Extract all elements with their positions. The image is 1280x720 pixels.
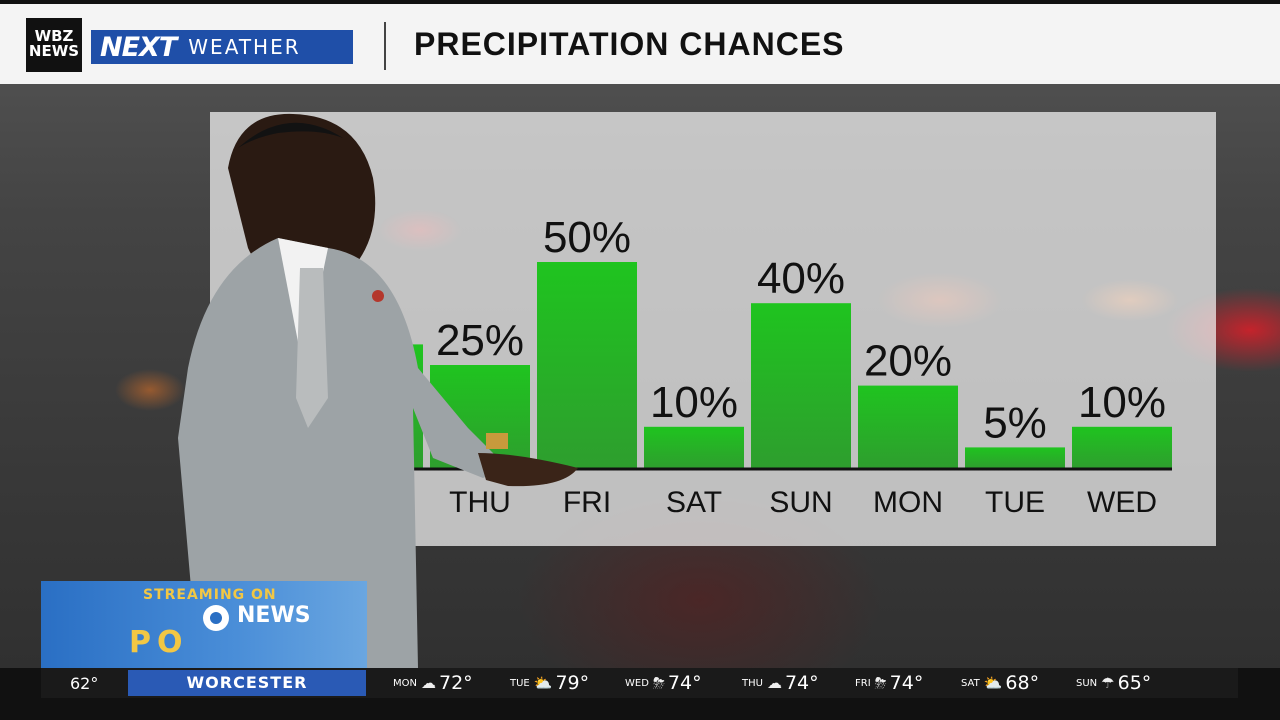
bar-sat (644, 426, 744, 468)
thunderstorm-icon: ⛈ (874, 674, 887, 692)
forecast-tue: TUE ⛅ 79° (510, 669, 589, 697)
wbz-news-logo: WBZ NEWS (26, 18, 82, 72)
promo-line2: NEWS (237, 603, 311, 628)
cloudy-icon: ☁ (766, 674, 782, 692)
logo-line2: NEWS (28, 42, 80, 60)
wind-rain-icon: ☁ (420, 674, 436, 692)
bar-wed (1072, 426, 1172, 468)
forecast-day: MON (393, 677, 417, 689)
data-label: 40% (757, 254, 845, 303)
thunderstorm-icon: ⛈ (652, 674, 665, 692)
logo-line1: WBZ (34, 27, 74, 45)
category-label: FRI (563, 486, 611, 519)
forecast-wed: WED ⛈ 74° (625, 669, 702, 697)
forecast-day: TUE (510, 677, 530, 689)
forecast-day: FRI (855, 677, 871, 689)
forecast-temp: 68° (1005, 672, 1040, 694)
forecast-temp: 74° (784, 672, 819, 694)
cbs-eye-icon (203, 605, 229, 631)
promo-line1: STREAMING ON (143, 587, 277, 603)
bar-fri (537, 262, 637, 468)
promo-line3: PO (129, 625, 189, 660)
bar-tue (965, 447, 1065, 468)
data-label: 10% (1078, 378, 1166, 427)
data-label: 5% (983, 398, 1047, 447)
forecast-mon: MON ☁ 72° (393, 669, 473, 697)
bar-mon (858, 385, 958, 468)
forecast-temp: 74° (667, 672, 702, 694)
data-label: 50% (543, 213, 631, 262)
data-label: 20% (864, 337, 952, 386)
page-title: PRECIPITATION CHANCES (414, 26, 845, 62)
forecast-sun: SUN ☂ 65° (1076, 669, 1151, 697)
category-label: SUN (769, 486, 832, 519)
category-label: TUE (985, 486, 1045, 519)
bar-sun (751, 303, 851, 468)
category-label: THU (449, 486, 511, 519)
category-label: MON (873, 486, 943, 519)
forecast-day: THU (742, 677, 763, 689)
city-label: WORCESTER (128, 670, 366, 696)
forecast-temp: 65° (1117, 672, 1152, 694)
next-weather-logo: NEXT WEATHER (91, 30, 353, 64)
current-temp: 62° (70, 674, 99, 693)
partly-sunny-icon: ⛅ (533, 674, 553, 692)
partly-sunny-icon: ⛅ (983, 674, 1003, 692)
forecast-day: WED (625, 677, 649, 689)
forecast-day: SAT (961, 677, 980, 689)
forecast-fri: FRI ⛈ 74° (855, 669, 923, 697)
data-label: 10% (650, 378, 738, 427)
forecast-temp: 74° (889, 672, 924, 694)
header-bar: WBZ NEWS NEXT WEATHER PRECIPITATION CHAN… (0, 0, 1280, 84)
forecast-temp: 79° (555, 672, 590, 694)
data-label: 25% (436, 316, 524, 365)
forecast-thu: THU ☁ 74° (742, 669, 819, 697)
forecast-day: SUN (1076, 677, 1098, 689)
category-label: WED (1087, 486, 1157, 519)
rain-icon: ☂ (1101, 674, 1115, 692)
forecast-sat: SAT ⛅ 68° (961, 669, 1039, 697)
forecast-temp: 72° (438, 672, 473, 694)
header-divider (384, 22, 386, 70)
brand-weather: WEATHER (188, 35, 301, 59)
category-label: SAT (666, 486, 722, 519)
presenter-figure (178, 113, 578, 668)
brand-next: NEXT (100, 31, 177, 63)
streaming-promo[interactable]: STREAMING ON NEWS PO (41, 581, 367, 668)
